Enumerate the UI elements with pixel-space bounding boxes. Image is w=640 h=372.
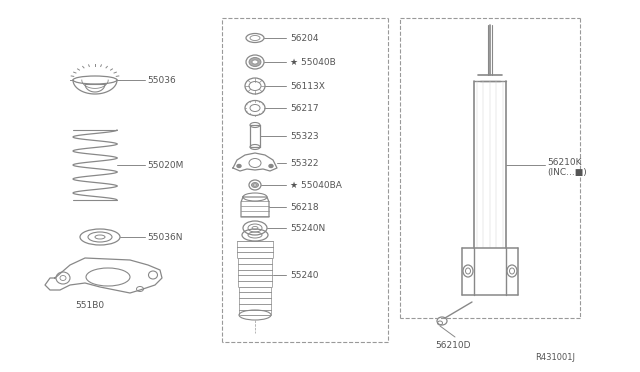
Text: R431001J: R431001J bbox=[535, 353, 575, 362]
Text: 55322: 55322 bbox=[290, 158, 319, 167]
Text: 551B0: 551B0 bbox=[75, 301, 104, 310]
Ellipse shape bbox=[237, 164, 241, 167]
Text: ★ 55040BA: ★ 55040BA bbox=[290, 180, 342, 189]
Text: 55036N: 55036N bbox=[147, 232, 182, 241]
Ellipse shape bbox=[249, 58, 261, 67]
Text: 55240: 55240 bbox=[290, 270, 319, 279]
Ellipse shape bbox=[252, 60, 258, 64]
Text: 55020M: 55020M bbox=[147, 160, 184, 170]
Text: 56210K: 56210K bbox=[547, 157, 582, 167]
Text: 55240N: 55240N bbox=[290, 224, 325, 232]
Ellipse shape bbox=[269, 164, 273, 167]
Text: ★ 55040B: ★ 55040B bbox=[290, 58, 336, 67]
Text: 56210D: 56210D bbox=[435, 340, 470, 350]
Text: 56204: 56204 bbox=[290, 33, 319, 42]
Text: 55036: 55036 bbox=[147, 76, 176, 84]
Text: 55323: 55323 bbox=[290, 131, 319, 141]
Text: (INC...■): (INC...■) bbox=[547, 167, 587, 176]
Text: 56113X: 56113X bbox=[290, 81, 325, 90]
Text: 56217: 56217 bbox=[290, 103, 319, 112]
Ellipse shape bbox=[253, 184, 257, 186]
Text: 56218: 56218 bbox=[290, 202, 319, 212]
Ellipse shape bbox=[252, 183, 259, 187]
